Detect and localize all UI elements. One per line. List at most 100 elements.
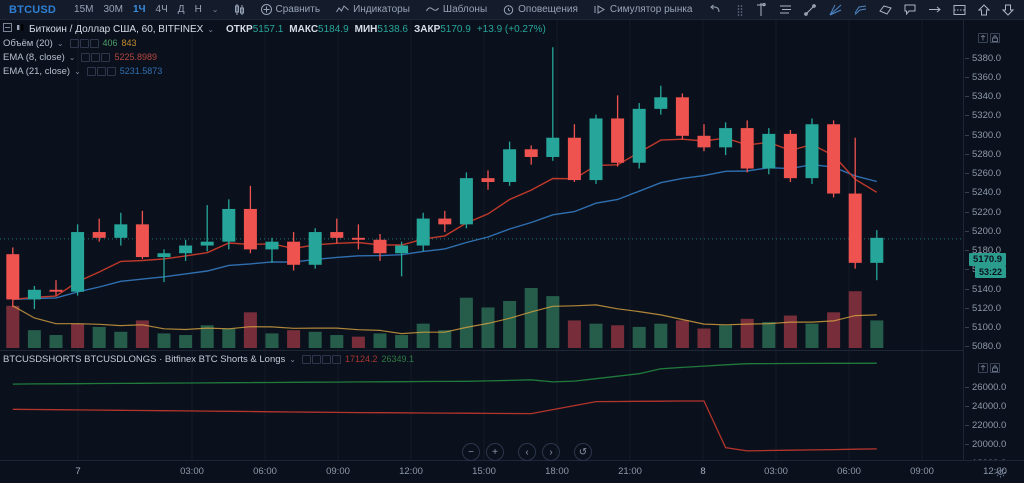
study-visibility-icon[interactable]: [96, 66, 106, 76]
measure-tool-button[interactable]: [947, 0, 972, 20]
zoom-in-button[interactable]: +: [486, 443, 504, 461]
study-move-icon[interactable]: [321, 354, 331, 364]
gear-icon[interactable]: [995, 467, 1006, 481]
study-controls[interactable]: [86, 66, 116, 76]
study-controls[interactable]: [69, 38, 99, 48]
price-scale[interactable]: 5380.0 5360.0 5340.0 5320.0 5300.0 5280.0 5260…: [963, 20, 1024, 469]
measure-icon: [953, 4, 966, 16]
chevron-down-icon[interactable]: ⌄: [56, 38, 64, 48]
chart-type-button[interactable]: [228, 0, 251, 20]
main-scale-controls[interactable]: [978, 33, 1000, 43]
study-row-volume[interactable]: Объём (20) ⌄ 406 843: [3, 37, 546, 49]
gann-fan-tool-button[interactable]: [823, 0, 848, 20]
timeframe-4h[interactable]: 4Ч: [155, 4, 168, 15]
timeframe-15m[interactable]: 15M: [74, 4, 94, 15]
price-tick-mark: [965, 211, 969, 213]
lock-scale-icon[interactable]: [990, 363, 1000, 373]
lower-study-controls[interactable]: [301, 354, 341, 364]
main-price-pane[interactable]: [0, 20, 963, 350]
collapse-pane-icon[interactable]: [3, 23, 12, 35]
price-tick: 5140.0: [972, 283, 1002, 295]
study-visibility-icon[interactable]: [79, 38, 89, 48]
alerts-button[interactable]: Оповещения: [497, 0, 584, 20]
replay-icon: [594, 4, 606, 15]
study-settings-icon[interactable]: [301, 354, 311, 364]
study-remove-icon[interactable]: [89, 38, 99, 48]
study-remove-icon[interactable]: [101, 52, 111, 62]
symbol-button[interactable]: BTCUSD: [9, 3, 57, 16]
price-tick: 5380.0: [972, 52, 1002, 64]
chevron-down-icon[interactable]: ⌄: [289, 354, 296, 364]
ohlc-high-label: МАКС: [289, 23, 319, 35]
pitchfork-tool-button[interactable]: [798, 0, 823, 20]
timeframe-30m[interactable]: 30M: [103, 4, 123, 15]
chevron-down-icon[interactable]: ⌄: [207, 24, 215, 34]
magnet-tool-button[interactable]: [1020, 0, 1024, 20]
study-visibility-icon[interactable]: [91, 52, 101, 62]
lower-study-title[interactable]: BTCUSDSHORTS BTCUSDLONGS · Bitfinex BTC …: [3, 353, 286, 365]
price-tick: 5220.0: [972, 206, 1002, 218]
study-settings-icon[interactable]: [81, 52, 91, 62]
symbol-title[interactable]: Биткоин / Доллар США, 60, BITFINEX: [29, 23, 204, 35]
price-tick-mark: [965, 327, 969, 329]
timeframe-1w[interactable]: Н: [194, 4, 202, 15]
timeframe-dropdown-icon[interactable]: ⌄: [211, 5, 219, 14]
study-visibility-icon[interactable]: [311, 354, 321, 364]
chevron-down-icon[interactable]: ⌄: [74, 66, 81, 76]
indicators-button[interactable]: Индикаторы: [330, 0, 416, 20]
study-name-ema21[interactable]: EMA (21, close): [3, 65, 71, 77]
ohlc-low-value: 5138.6: [377, 23, 408, 35]
drawing-toolbar-handle[interactable]: [731, 0, 749, 20]
short-position-icon: [1001, 4, 1014, 16]
timeframe-1d[interactable]: Д: [177, 4, 185, 15]
zoom-out-button[interactable]: −: [462, 443, 480, 461]
chart-navigation-controls[interactable]: − + ‹ › ↺: [462, 443, 592, 461]
scroll-right-button[interactable]: ›: [542, 443, 560, 461]
shapes-tool-button[interactable]: [873, 0, 898, 20]
reset-chart-button[interactable]: ↺: [574, 443, 592, 461]
price-tick: 5180.0: [972, 245, 1002, 257]
lower-scale-controls[interactable]: [978, 363, 1000, 373]
elliott-wave-tool-button[interactable]: [848, 0, 873, 20]
shorts-longs-pane[interactable]: [0, 351, 963, 460]
pitchfork-icon: [803, 3, 817, 16]
pane-separator[interactable]: [0, 350, 963, 351]
trend-line-tool-button[interactable]: [773, 0, 798, 20]
study-settings-icon[interactable]: [86, 66, 96, 76]
time-tick: 03:00: [180, 466, 204, 477]
chevron-down-icon[interactable]: ⌄: [68, 52, 76, 62]
long-position-tool-button[interactable]: [972, 0, 996, 20]
autoscale-icon[interactable]: [978, 33, 988, 43]
study-controls[interactable]: [81, 52, 111, 62]
autoscale-icon[interactable]: [978, 363, 988, 373]
crosshair-tool-button[interactable]: [749, 0, 773, 20]
study-settings-icon[interactable]: [69, 38, 79, 48]
lock-scale-icon[interactable]: [990, 33, 1000, 43]
short-position-tool-button[interactable]: [996, 0, 1020, 20]
lower-legend-row[interactable]: BTCUSDSHORTS BTCUSDLONGS · Bitfinex BTC …: [3, 353, 414, 365]
price-tick-mark: [965, 57, 969, 59]
timeframe-1h[interactable]: 1Ч: [132, 4, 146, 15]
templates-button[interactable]: Шаблоны: [420, 0, 493, 20]
chart-canvas-area[interactable]: Биткоин / Доллар США, 60, BITFINEX ⌄ ОТК…: [0, 20, 963, 460]
shapes-icon: [878, 4, 892, 15]
replay-button[interactable]: Симулятор рынка: [588, 0, 699, 20]
study-remove-icon[interactable]: [331, 354, 341, 364]
study-row-ema21[interactable]: EMA (21, close) ⌄ 5231.5873: [3, 65, 546, 77]
arrow-marker-tool-button[interactable]: [922, 0, 947, 20]
templates-label: Шаблоны: [442, 4, 488, 15]
price-tick: 5080.0: [972, 341, 1002, 353]
ohlc-values: ОТКР5157.1 МАКС5184.9 МИН5138.6 ЗАКР5170…: [226, 24, 546, 35]
study-name-ema8[interactable]: EMA (8, close): [3, 51, 65, 63]
scroll-left-button[interactable]: ‹: [518, 443, 536, 461]
study-value-ema8: 5225.8989: [114, 52, 158, 62]
time-scale[interactable]: 7 03:00 06:00 09:00 12:00 15:00 18:00 21:00 8 03:…: [0, 460, 1024, 483]
undo-button[interactable]: [703, 0, 727, 20]
compare-button[interactable]: Сравнить: [255, 0, 327, 20]
text-tool-button[interactable]: [898, 0, 922, 20]
study-name-volume[interactable]: Объём (20): [3, 37, 53, 49]
study-remove-icon[interactable]: [106, 66, 116, 76]
study-row-ema8[interactable]: EMA (8, close) ⌄ 5225.8989: [3, 51, 546, 63]
current-price-badge: 5170.9: [969, 252, 1007, 266]
legend-title-row[interactable]: Биткоин / Доллар США, 60, BITFINEX ⌄ ОТК…: [3, 23, 546, 35]
